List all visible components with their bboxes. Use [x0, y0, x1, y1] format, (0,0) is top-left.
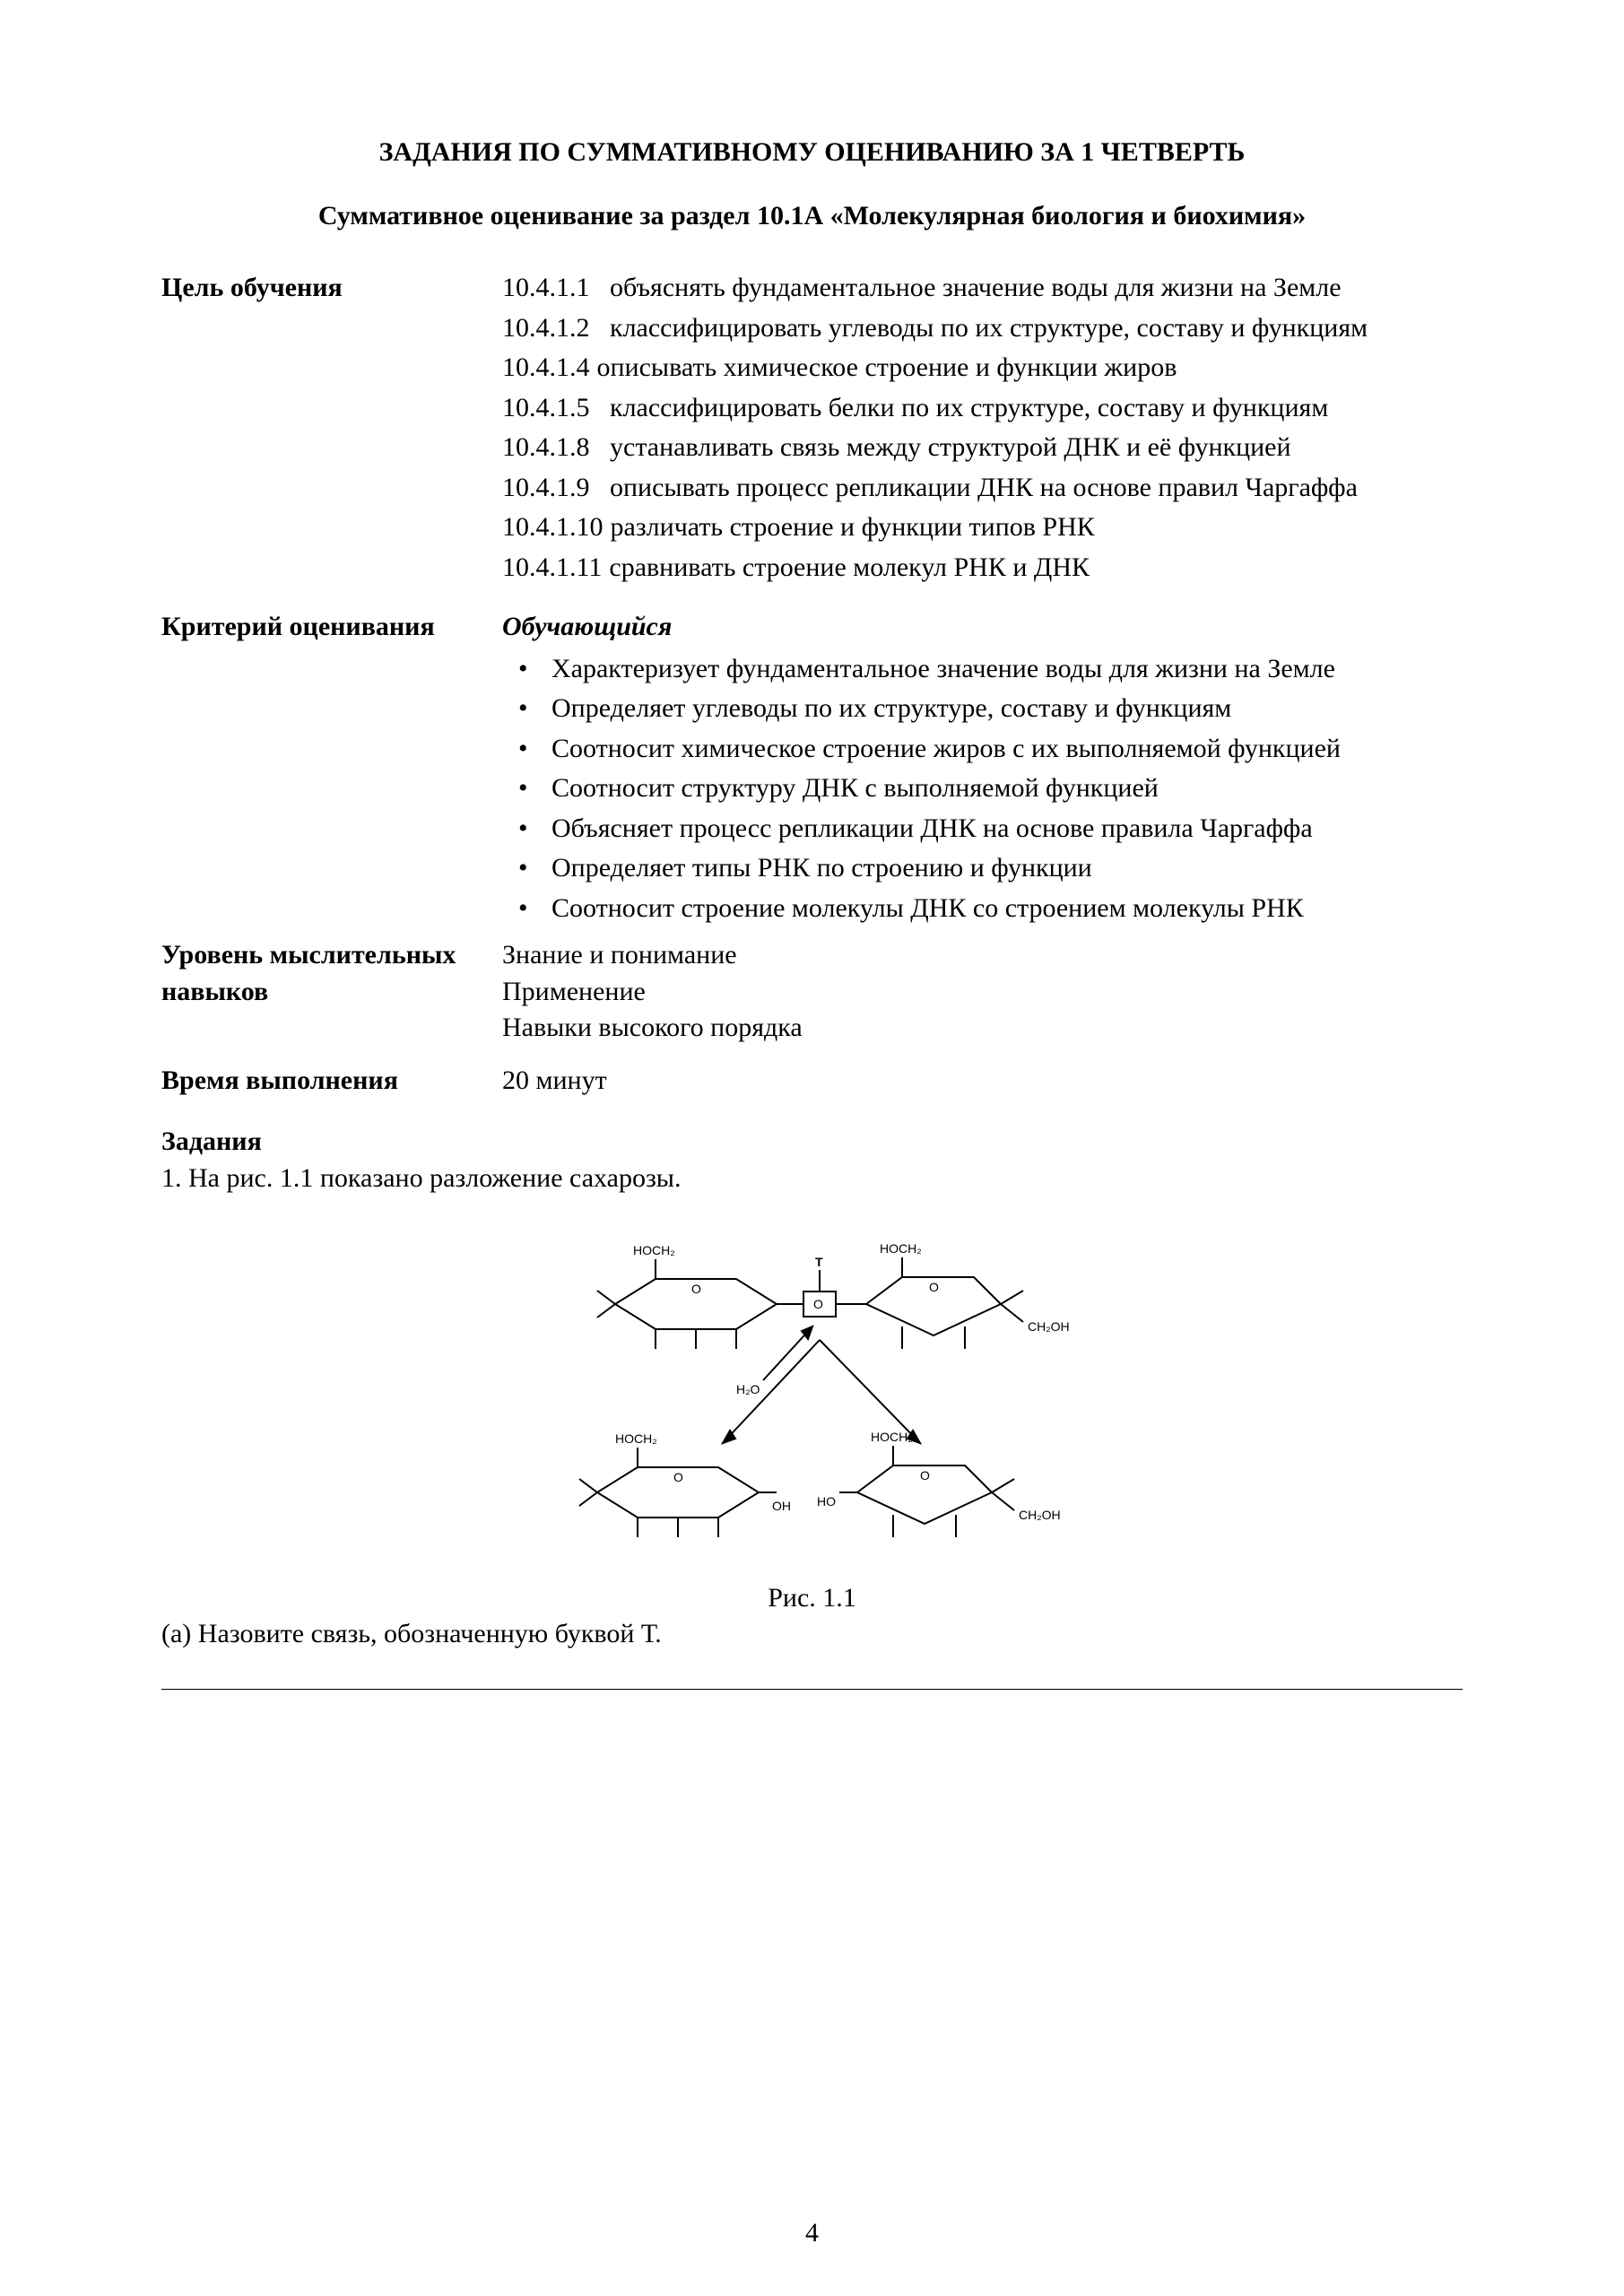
goal-section: Цель обучения 10.4.1.1объяснять фундамен…: [161, 270, 1463, 589]
level-line: Знание и понимание: [502, 937, 1463, 974]
diagram-label-hoch2: HOCH₂: [615, 1431, 657, 1446]
level-line: Навыки высокого порядка: [502, 1010, 1463, 1047]
diagram-label-h2o: H₂O: [736, 1382, 760, 1396]
obj-code: 10.4.1.10: [502, 509, 604, 546]
obj-text: классифицировать углеводы по их структур…: [610, 310, 1463, 347]
level-label: Уровень мыслительных навыков: [161, 937, 502, 1010]
diagram-label-hoch2: HOCH₂: [871, 1430, 913, 1444]
obj-code: 10.4.1.4: [502, 350, 590, 387]
obj-code: 10.4.1.8: [502, 430, 610, 466]
diagram-label-o: O: [929, 1280, 939, 1294]
subtitle: Суммативное оценивание за раздел 10.1А «…: [161, 198, 1463, 235]
criteria-item: Определяет типы РНК по строению и функци…: [502, 850, 1463, 887]
criteria-list: Характеризует фундаментальное значение в…: [502, 651, 1463, 927]
diagram-label-o: O: [673, 1470, 683, 1484]
obj-text: различать строение и функции типов РНК: [611, 509, 1463, 546]
task1-a: (а) Назовите связь, обозначенную буквой …: [161, 1616, 1463, 1653]
obj-text: сравнивать строение молекул РНК и ДНК: [609, 550, 1463, 587]
diagram-label-ho: HO: [817, 1494, 836, 1509]
diagram-label-hoch2: HOCH₂: [880, 1241, 922, 1256]
time-label: Время выполнения: [161, 1063, 502, 1100]
sucrose-diagram: HOCH₂ O HOCH₂ O CH₂OH O T H₂O HOCH₂ O OH…: [161, 1205, 1463, 1575]
obj-text: описывать химическое строение и функции …: [597, 350, 1463, 387]
goal-label: Цель обучения: [161, 270, 502, 307]
criteria-item: Характеризует фундаментальное значение в…: [502, 651, 1463, 688]
time-value: 20 минут: [502, 1063, 1463, 1100]
diagram-label-ch2oh: CH₂OH: [1028, 1319, 1070, 1334]
obj-code: 10.4.1.5: [502, 390, 610, 427]
criteria-item: Определяет углеводы по их структуре, сос…: [502, 691, 1463, 727]
tasks-heading: Задания: [161, 1124, 1463, 1161]
criteria-item: Объясняет процесс репликации ДНК на осно…: [502, 811, 1463, 848]
diagram-label-o: O: [691, 1282, 701, 1296]
criteria-content: Обучающийся Характеризует фундаментально…: [502, 609, 1463, 930]
main-title: ЗАДАНИЯ ПО СУММАТИВНОМУ ОЦЕНИВАНИЮ ЗА 1 …: [161, 135, 1463, 171]
obj-text: классифицировать белки по их структуре, …: [610, 390, 1463, 427]
level-content: Знание и понимание Применение Навыки выс…: [502, 937, 1463, 1047]
obj-code: 10.4.1.2: [502, 310, 610, 347]
criteria-label: Критерий оценивания: [161, 609, 502, 646]
obj-code: 10.4.1.1: [502, 270, 610, 307]
figure-caption: Рис. 1.1: [161, 1580, 1463, 1617]
task1-intro: 1. На рис. 1.1 показано разложение сахар…: [161, 1161, 1463, 1197]
criteria-item: Соотносит структуру ДНК с выполняемой фу…: [502, 770, 1463, 807]
obj-text: устанавливать связь между структурой ДНК…: [610, 430, 1463, 466]
diagram-label-hoch2: HOCH₂: [633, 1243, 675, 1257]
criteria-section: Критерий оценивания Обучающийся Характер…: [161, 609, 1463, 930]
objectives-list: 10.4.1.1объяснять фундаментальное значен…: [502, 270, 1463, 589]
criteria-title: Обучающийся: [502, 609, 1463, 646]
obj-code: 10.4.1.11: [502, 550, 602, 587]
obj-text: объяснять фундаментальное значение воды …: [610, 270, 1463, 307]
level-section: Уровень мыслительных навыков Знание и по…: [161, 937, 1463, 1047]
obj-text: описывать процесс репликации ДНК на осно…: [610, 470, 1463, 507]
answer-line: [161, 1658, 1463, 1690]
diagram-label-ch2oh: CH₂OH: [1019, 1508, 1061, 1522]
page-number: 4: [0, 2215, 1624, 2252]
diagram-label-o: O: [920, 1468, 930, 1483]
criteria-item: Соотносит химическое строение жиров с их…: [502, 731, 1463, 768]
level-line: Применение: [502, 974, 1463, 1011]
time-section: Время выполнения 20 минут: [161, 1063, 1463, 1100]
criteria-item: Соотносит строение молекулы ДНК со строе…: [502, 891, 1463, 927]
obj-code: 10.4.1.9: [502, 470, 610, 507]
diagram-label-t: T: [815, 1255, 823, 1269]
diagram-label-o: O: [813, 1297, 823, 1311]
diagram-label-oh: OH: [772, 1499, 791, 1513]
